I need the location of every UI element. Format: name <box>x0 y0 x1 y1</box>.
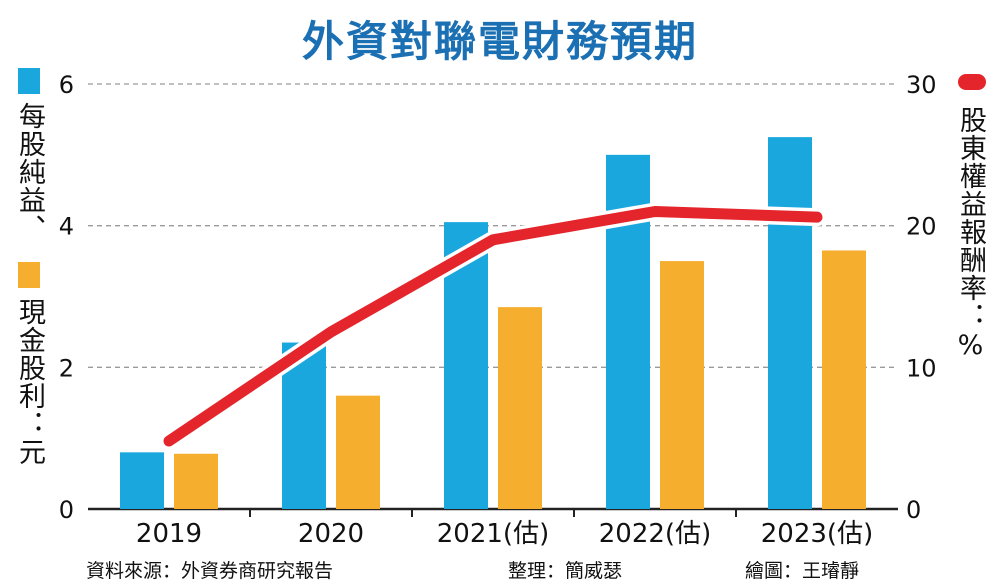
chart-title: 外資對聯電財務預期 <box>301 17 698 66</box>
y-right-tick-label: 0 <box>906 496 921 524</box>
y-right-tick-label: 10 <box>906 354 937 382</box>
dividend-bar <box>174 453 218 509</box>
x-tick-label: 2023(估) <box>761 519 873 549</box>
dividend-bar <box>498 307 542 509</box>
eps-legend-swatch <box>18 68 40 94</box>
roe-line <box>163 206 823 447</box>
source-note: 資料來源：外資券商研究報告 <box>86 560 334 582</box>
dividend-legend-swatch <box>18 262 40 288</box>
dividend-axis-label: 現金股利：元 <box>14 298 45 466</box>
roe-legend-swatch <box>958 74 986 90</box>
eps-bar <box>768 137 812 509</box>
dividend-bar <box>660 261 704 509</box>
x-tick-label: 2020 <box>298 519 364 549</box>
y-left-tick-label: 2 <box>59 354 74 382</box>
y-left-tick-label: 0 <box>59 496 74 524</box>
roe-axis-label: 股東權益報酬率：% <box>955 106 986 362</box>
x-tick-label: 2022(估) <box>599 519 711 549</box>
x-tick-label: 2021(估) <box>437 519 549 549</box>
y-left-tick-label: 4 <box>59 213 74 241</box>
artist-note: 繪圖：王璿靜 <box>745 560 860 582</box>
dividend-bar <box>822 250 866 510</box>
dividend-bar <box>336 395 380 509</box>
eps-axis-label: 每股純益、 <box>14 102 45 242</box>
eps-bar <box>120 452 164 509</box>
x-tick-label: 2019 <box>136 519 202 549</box>
y-left-tick-label: 6 <box>59 71 74 99</box>
y-right-tick-label: 20 <box>906 213 937 241</box>
editor-note: 整理：簡威瑟 <box>508 560 623 582</box>
y-right-tick-label: 30 <box>906 71 937 99</box>
